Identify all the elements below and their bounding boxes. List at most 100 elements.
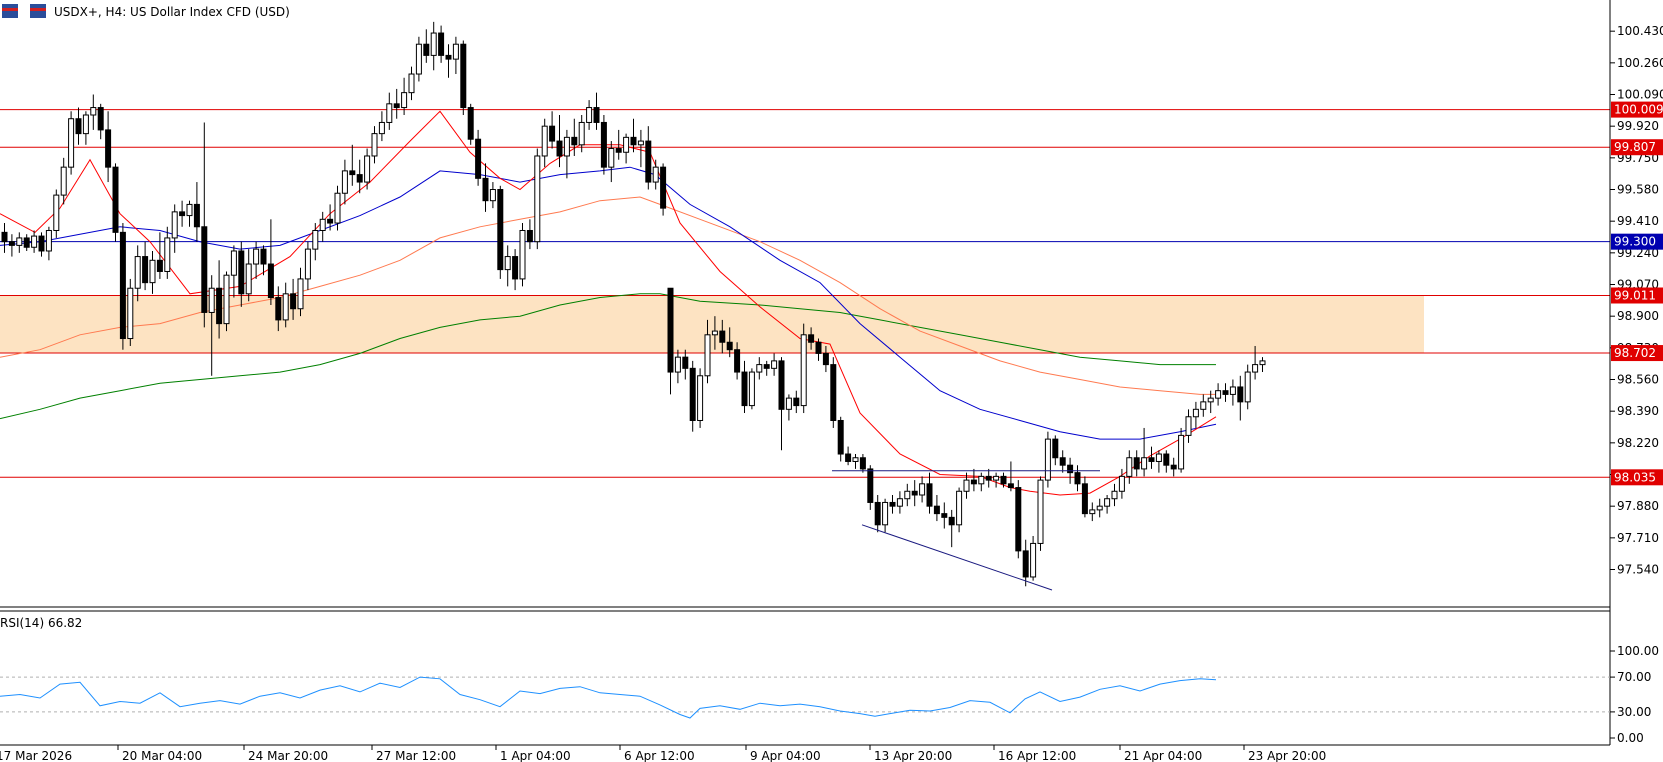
candle (896, 491, 903, 514)
candle (312, 223, 319, 261)
candle (430, 21, 437, 71)
candle-body (741, 371, 748, 407)
candle (608, 141, 615, 183)
candle (186, 200, 193, 227)
candle (408, 66, 415, 101)
candle-body (38, 235, 45, 252)
ma-red-line (0, 110, 1217, 496)
candle-body (504, 256, 511, 271)
candle (275, 286, 282, 332)
candle (697, 368, 704, 428)
time-tick-label: 24 Mar 20:00 (248, 749, 328, 762)
price-tick-label: 100.090 (1617, 88, 1663, 102)
candle (201, 122, 208, 328)
candle (1141, 427, 1148, 477)
candle (290, 278, 297, 320)
candle-body (1126, 457, 1133, 477)
candle-body (1244, 371, 1251, 403)
time-tick-label: 6 Apr 12:00 (624, 749, 695, 762)
candle (926, 472, 933, 514)
candle (60, 157, 67, 205)
level-tag-3 (1611, 287, 1663, 304)
candle-body (556, 140, 563, 157)
candle (149, 250, 156, 294)
candle (90, 94, 97, 130)
candle (1215, 383, 1222, 406)
candle-body (563, 136, 570, 157)
candle (164, 226, 171, 279)
candle-body (630, 136, 637, 146)
candle-body (1089, 509, 1096, 515)
candle (23, 234, 30, 251)
candle (785, 394, 792, 421)
candle (1000, 472, 1007, 488)
candle-body (460, 43, 467, 109)
ma-green-line (0, 293, 1216, 420)
candle (600, 115, 607, 175)
candle-body (726, 341, 733, 351)
candle-body (1000, 475, 1007, 485)
candle (556, 115, 563, 168)
candle-body (608, 148, 615, 168)
candle (911, 480, 918, 507)
candle (1081, 476, 1088, 518)
candle (119, 223, 126, 350)
candle-body (867, 468, 874, 503)
candle-body (489, 189, 496, 202)
candle-body (156, 259, 163, 272)
candle-body (1133, 457, 1140, 470)
candle (349, 144, 356, 186)
candle-body (253, 248, 260, 265)
candle (1052, 435, 1059, 466)
candle (822, 345, 829, 373)
candle (719, 319, 726, 354)
candle-body (586, 107, 593, 123)
candle-body (31, 235, 38, 248)
candle (867, 465, 874, 510)
candle (482, 163, 489, 212)
candle (238, 241, 245, 307)
candle (652, 159, 659, 190)
candle-body (541, 125, 548, 157)
candle (882, 498, 889, 533)
candle-body (423, 43, 430, 56)
candle-body (415, 43, 422, 75)
candle (541, 118, 548, 168)
candle-body (756, 364, 763, 373)
candle-body (778, 360, 785, 410)
candle-body (689, 367, 696, 421)
candle-body (1178, 434, 1185, 470)
candle (1148, 446, 1155, 469)
candle-body (623, 136, 630, 153)
candle-body (919, 483, 926, 496)
candle-body (704, 334, 711, 377)
level-tag-label-5: 98.035 (1614, 470, 1656, 484)
price-tick-label: 99.410 (1617, 214, 1659, 228)
time-tick-label: 16 Apr 12:00 (998, 749, 1076, 762)
candle (216, 260, 223, 339)
candle-body (349, 170, 356, 176)
candle-body (719, 330, 726, 343)
candle-body (334, 192, 341, 224)
candle (637, 129, 644, 168)
candle (793, 390, 800, 414)
candle (156, 232, 163, 279)
candle (378, 111, 385, 142)
candle-body (193, 203, 200, 228)
candle (512, 249, 519, 291)
candle (45, 226, 52, 261)
candle-body (534, 155, 541, 243)
candle (1178, 427, 1185, 473)
candle-body (1096, 505, 1103, 511)
candle (889, 495, 896, 514)
candle-body (815, 341, 822, 354)
candle-body (682, 356, 689, 369)
candle (134, 245, 141, 302)
candle-body (16, 237, 23, 246)
candle-body (978, 475, 985, 485)
candle-body (112, 166, 119, 233)
candle-body (941, 513, 948, 518)
candle-body (23, 237, 30, 248)
candle (445, 44, 452, 78)
